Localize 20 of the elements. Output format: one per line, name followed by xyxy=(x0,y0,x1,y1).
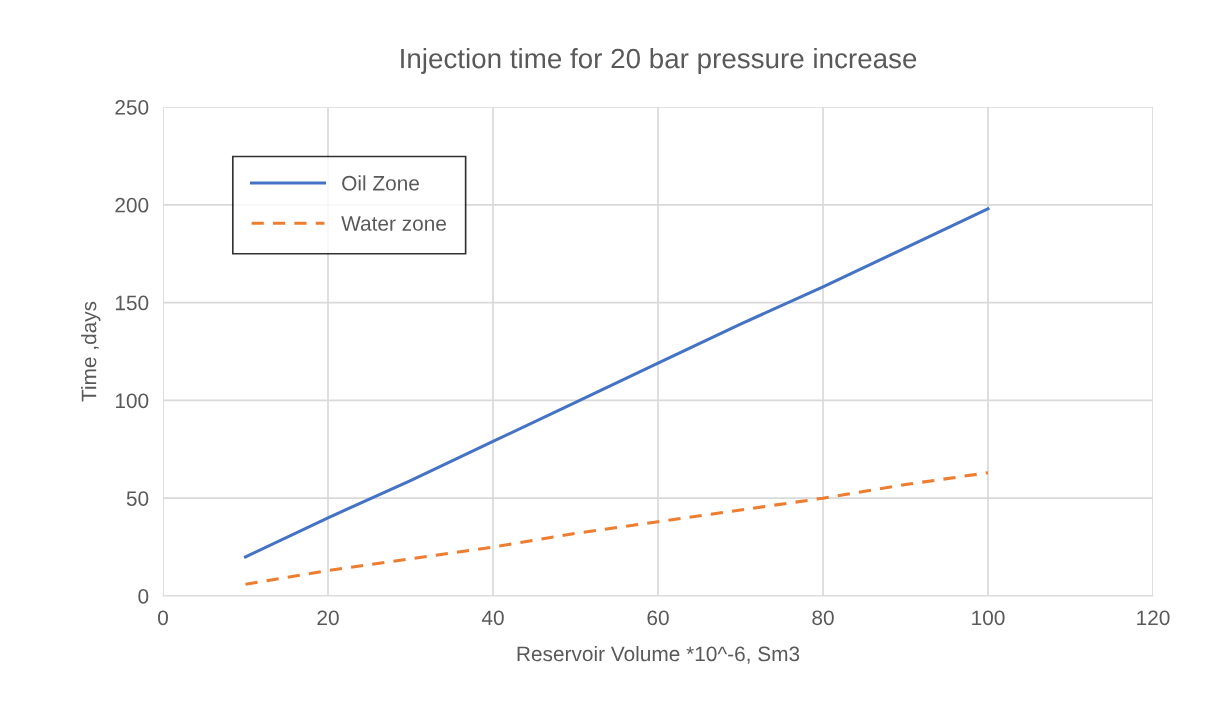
y-tick-label: 150 xyxy=(115,295,149,311)
x-tick-label: 120 xyxy=(1137,610,1170,626)
y-tick-label: 250 xyxy=(115,100,149,115)
x-tick-label: 80 xyxy=(812,610,834,626)
x-tick-label: 20 xyxy=(317,610,339,626)
chart-title: Injection time for 20 bar pressure increase xyxy=(401,47,917,74)
y-axis-title: Time ,days xyxy=(81,301,101,402)
y-tick-label: 0 xyxy=(138,589,149,604)
x-tick-label: 0 xyxy=(158,610,168,626)
line-series xyxy=(243,207,990,559)
y-tick-label: 200 xyxy=(115,197,149,213)
x-tick-label: 60 xyxy=(647,610,669,626)
x-tick-label: 40 xyxy=(481,610,504,626)
x-axis-title: Reservoir Volume *10^-6, Sm3 xyxy=(517,645,800,664)
x-tick-label: 100 xyxy=(972,610,1005,626)
legend-label: Water zone xyxy=(341,216,446,231)
legend-label: Oil Zone xyxy=(342,175,419,191)
y-tick-label: 100 xyxy=(115,393,149,409)
y-tick-label: 50 xyxy=(126,491,149,506)
line-series xyxy=(243,471,990,586)
